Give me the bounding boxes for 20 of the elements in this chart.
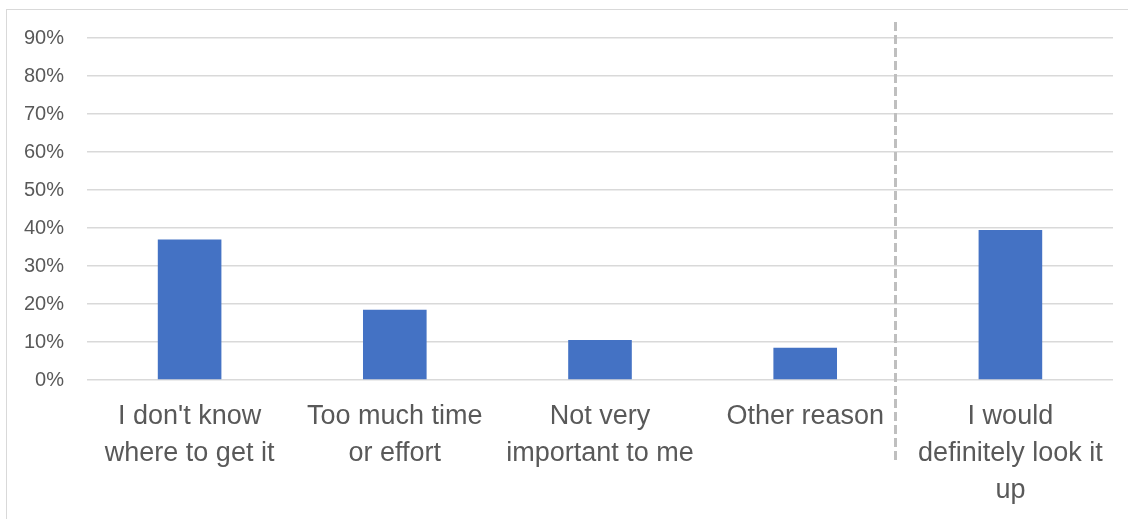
y-tick-label: 50% [23, 177, 65, 200]
y-tick-label: 40% [23, 215, 65, 238]
y-tick-label: 70% [23, 101, 65, 124]
y-tick-label: 20% [23, 291, 65, 314]
x-tick-label: Too much time or effort [307, 399, 483, 467]
x-tick-label: Other reason [726, 399, 884, 430]
y-tick-label: 30% [23, 253, 65, 276]
y-tick-label: 10% [23, 329, 65, 352]
y-tick-label: 0% [35, 367, 65, 390]
x-tick-label: I would definitely look it up [918, 399, 1104, 504]
bar [773, 347, 838, 380]
bar [362, 309, 427, 380]
y-tick-label: 90% [23, 25, 65, 48]
y-tick-label: 60% [23, 139, 65, 162]
bar [978, 229, 1043, 380]
bar [568, 340, 632, 380]
x-tick-label: I don't know where to get it [103, 399, 275, 467]
y-tick-label: 80% [23, 63, 65, 86]
x-tick-label: Not very important to me [506, 399, 694, 467]
bar [157, 239, 222, 380]
